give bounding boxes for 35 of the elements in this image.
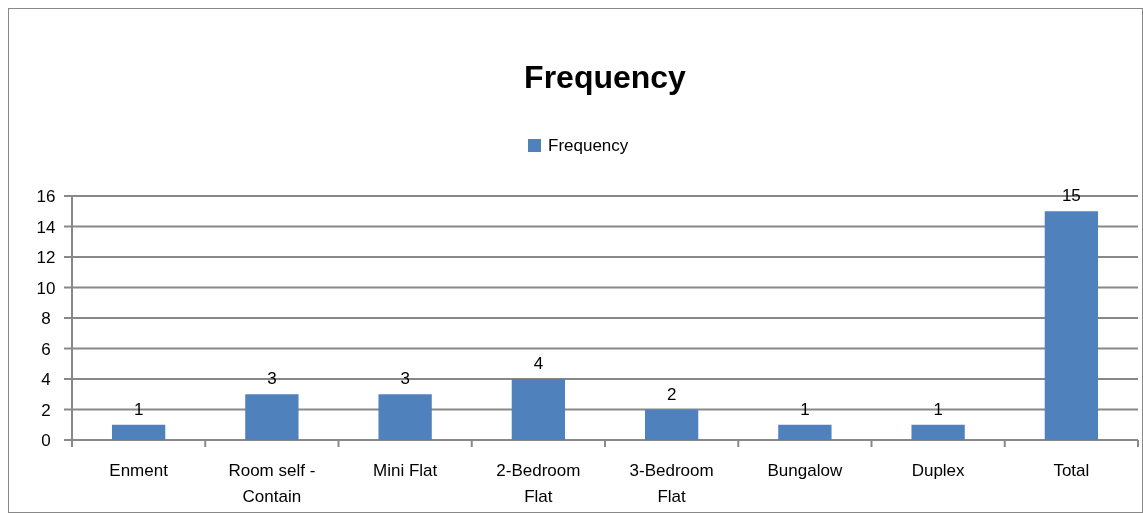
y-tick-label: 2 (41, 400, 51, 420)
y-tick-label: 8 (41, 309, 51, 328)
x-tick-label: Mini Flat (373, 461, 438, 480)
legend-label: Frequency (548, 136, 629, 155)
data-label: 1 (933, 399, 943, 419)
x-tick-label: 3-Bedroom Flat (629, 461, 714, 506)
x-tick-label: Bungalow (767, 461, 843, 480)
bar (511, 379, 566, 440)
y-tick-label: 0 (41, 431, 51, 450)
data-label: 4 (533, 354, 544, 373)
x-tick-label: Duplex (911, 461, 966, 480)
y-tick-label: 4 (41, 370, 51, 389)
chart-title: Frequency (524, 59, 687, 95)
x-tick-label: Enment (109, 461, 169, 480)
data-label: 15 (1061, 186, 1081, 206)
bar (1044, 211, 1099, 440)
y-tick-label: 10 (36, 278, 56, 298)
data-label: 3 (400, 369, 410, 389)
bar (644, 409, 699, 440)
y-tick-label: 6 (41, 339, 51, 359)
data-label: 1 (800, 399, 810, 419)
bar (778, 424, 832, 440)
x-tick-label: Total (1053, 461, 1090, 480)
x-tick-label: Room self - Contain (228, 461, 316, 506)
y-tick-label: 12 (36, 248, 56, 267)
y-tick-label: 14 (36, 217, 56, 237)
bar (911, 424, 965, 440)
x-tick-label: 2-Bedroom Flat (496, 461, 581, 506)
y-tick-label: 16 (36, 187, 56, 206)
bar (111, 424, 166, 440)
data-label: 3 (267, 369, 277, 389)
bar (245, 394, 299, 440)
bar (378, 394, 432, 440)
data-label: 2 (666, 384, 677, 404)
data-label: 1 (133, 399, 144, 419)
